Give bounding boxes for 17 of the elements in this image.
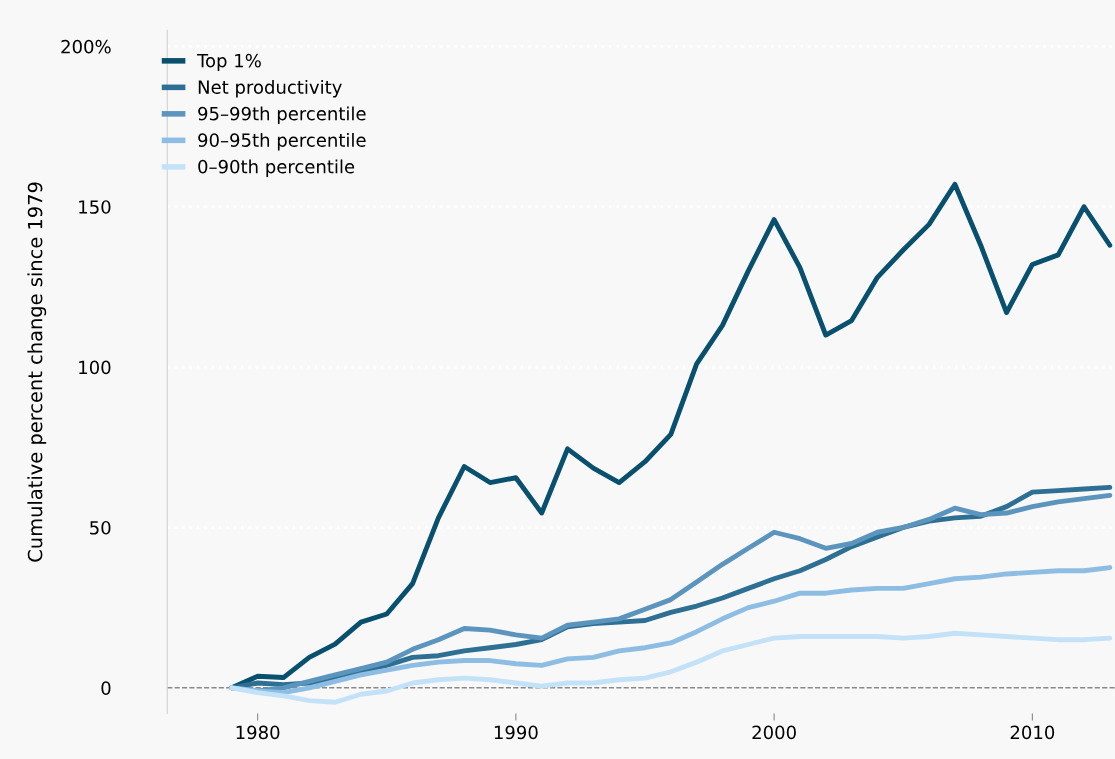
- x-tick-label: 1980: [236, 725, 280, 740]
- y-tick-label: 200%: [61, 39, 111, 54]
- line-series: [229, 630, 1113, 705]
- legend-label: 0–90th percentile: [198, 159, 355, 177]
- x-tick-label: 2010: [1010, 725, 1055, 740]
- y-tick-label: 50: [90, 520, 111, 535]
- y-tick-label: 0: [101, 681, 111, 695]
- y-tick-label: 100: [79, 360, 111, 375]
- x-tick-label: 1990: [494, 725, 538, 740]
- y-axis-title: Cumulative percent change since 1979: [27, 182, 47, 562]
- legend-label: Net productivity: [198, 79, 342, 98]
- line-series: [229, 181, 1113, 691]
- x-tick-label: 2000: [752, 725, 796, 740]
- y-tick-label: 150: [79, 200, 111, 214]
- legend-label: Top 1%: [196, 53, 261, 71]
- legend-label: 90–95th percentile: [198, 132, 366, 151]
- legend-label: 95–99th percentile: [198, 106, 366, 124]
